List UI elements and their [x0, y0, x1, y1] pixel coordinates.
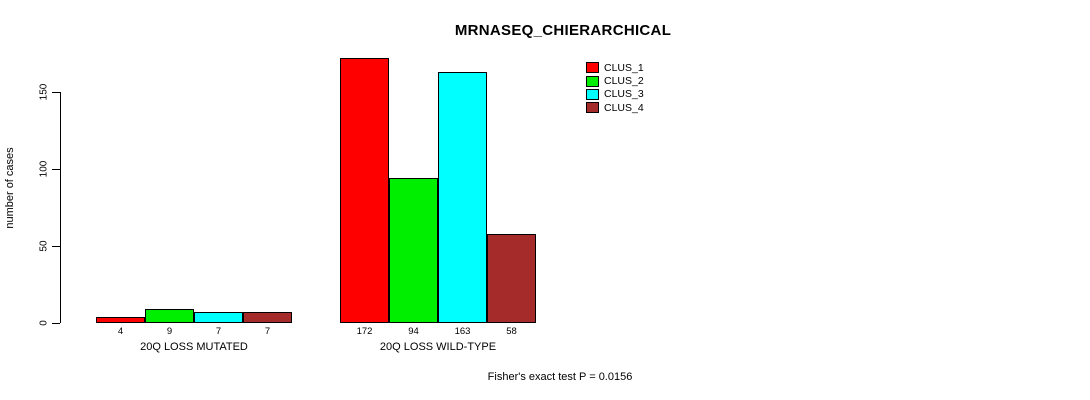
legend-row-clus_2: CLUS_2 [586, 74, 644, 87]
bar-value-label: 7 [264, 326, 271, 337]
category-label: 20Q LOSS MUTATED [140, 341, 248, 353]
bar-clus_2-group1 [145, 309, 194, 323]
category-label: 20Q LOSS WILD-TYPE [379, 341, 497, 353]
y-tick-label: 100 [38, 160, 50, 178]
legend-row-clus_4: CLUS_4 [586, 101, 644, 114]
y-tick-label: 150 [38, 83, 50, 101]
legend-label: CLUS_3 [604, 88, 644, 101]
bar-value-label: 172 [356, 326, 373, 337]
y-tick-label: 50 [38, 240, 50, 252]
bar-value-label: 9 [166, 326, 173, 337]
footer-stat-text: Fisher's exact test P = 0.0156 [487, 371, 633, 383]
legend: CLUS_1 CLUS_2 CLUS_3 CLUS_4 [586, 61, 644, 115]
bar-value-label: 4 [117, 326, 124, 337]
bar-clus_3-group2 [438, 71, 487, 323]
legend-row-clus_3: CLUS_3 [586, 88, 644, 101]
legend-swatch-clus_2 [586, 75, 599, 87]
bar-value-label: 94 [408, 326, 419, 337]
legend-label: CLUS_1 [604, 61, 644, 74]
legend-row-clus_1: CLUS_1 [586, 61, 644, 74]
y-tick-mark [52, 168, 60, 170]
y-tick-label: 0 [38, 320, 50, 326]
y-tick-mark [52, 322, 60, 324]
bar-clus_1-group2 [340, 58, 389, 323]
legend-label: CLUS_4 [604, 101, 644, 114]
y-axis-label: number of cases [4, 147, 16, 229]
y-axis-line [60, 92, 61, 323]
legend-swatch-clus_4 [586, 102, 599, 114]
bar-value-label: 163 [454, 326, 471, 337]
bar-clus_2-group2 [389, 178, 438, 323]
bar-clus_4-group2 [487, 233, 536, 323]
y-tick-mark [52, 245, 60, 247]
bar-clus_3-group1 [194, 312, 243, 323]
chart-title: MRNASEQ_CHIERARCHICAL [454, 22, 672, 39]
bar-value-label: 58 [506, 326, 517, 337]
bar-clus_1-group1 [96, 316, 145, 323]
legend-swatch-clus_1 [586, 62, 599, 74]
legend-swatch-clus_3 [586, 88, 599, 100]
bar-value-label: 7 [215, 326, 222, 337]
bar-clus_4-group1 [243, 312, 292, 323]
y-tick-mark [52, 91, 60, 93]
legend-label: CLUS_2 [604, 75, 644, 88]
